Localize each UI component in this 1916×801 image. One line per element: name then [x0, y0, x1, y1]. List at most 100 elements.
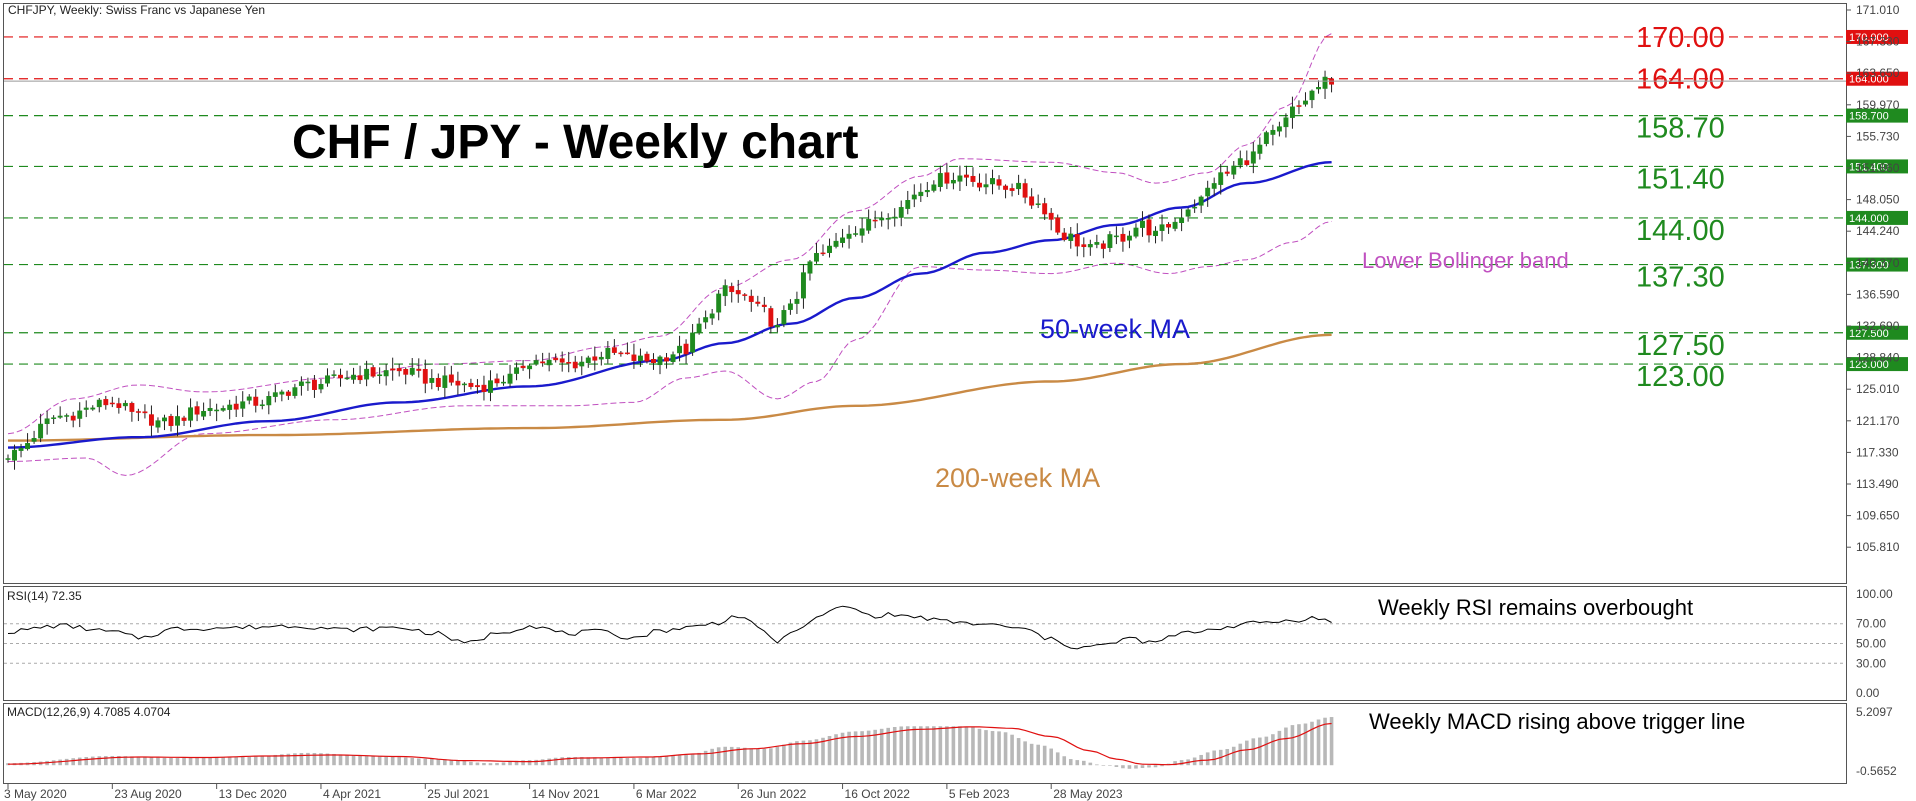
- candle-bull: [1172, 221, 1178, 229]
- candle-bear: [494, 378, 500, 384]
- rsi-tick-label: 30.00: [1856, 656, 1886, 670]
- candle-bull: [833, 240, 839, 247]
- macd-histogram-bar: [188, 757, 193, 766]
- moving-averages: [7, 161, 1332, 449]
- macd-histogram-bar: [919, 726, 923, 766]
- candle-bear: [540, 361, 546, 364]
- candle-bear: [168, 415, 174, 426]
- candle-bear: [1074, 234, 1080, 247]
- time-axis: 3 May 2020 23 Aug 2020 13 Dec 2020 4 Apr 20…: [4, 784, 1123, 801]
- macd-histogram-bar: [390, 756, 395, 766]
- candle-bull: [840, 237, 846, 243]
- macd-histogram-bar: [853, 731, 858, 766]
- candle-bear: [742, 294, 748, 296]
- macd-histogram-bar: [1042, 745, 1047, 766]
- candle-bull: [514, 367, 520, 374]
- candle-bull: [5, 458, 11, 460]
- macd-histogram-bar: [175, 758, 180, 766]
- price-tick-label: 151.860: [1856, 161, 1900, 175]
- candle-bull: [814, 253, 819, 262]
- candle-bear: [963, 174, 969, 178]
- candle-bull: [1257, 144, 1263, 154]
- candle-bull: [351, 374, 357, 380]
- candle-bull: [1276, 126, 1282, 132]
- macd-histogram-bar: [945, 726, 949, 766]
- macd-histogram-bar: [156, 757, 160, 766]
- rsi-tick-label: 100.00: [1856, 587, 1893, 601]
- candle-bear: [285, 391, 291, 396]
- macd-histogram-bar: [332, 753, 336, 766]
- macd-histogram-bar: [1303, 723, 1308, 766]
- candle-bear: [644, 353, 650, 362]
- candle-bear: [455, 380, 461, 386]
- candle-bull: [325, 375, 330, 384]
- level-label: 170.00: [1636, 22, 1725, 54]
- time-tick-label: 14 Nov 2021: [532, 787, 600, 801]
- candle-bull: [905, 200, 911, 209]
- macd-histogram-bar: [319, 753, 323, 766]
- macd-histogram-bar: [1108, 765, 1112, 766]
- candle-bull: [722, 285, 728, 297]
- macd-histogram-bar: [827, 735, 832, 766]
- candle-bull: [83, 407, 89, 410]
- level-tag: [1846, 325, 1908, 340]
- macd-histogram-bar: [280, 754, 284, 766]
- candle-bear: [761, 304, 767, 307]
- candle-bull: [51, 417, 57, 419]
- macd-histogram-bar: [932, 726, 936, 766]
- candle-bull: [1250, 151, 1256, 164]
- candle-bull: [1316, 87, 1321, 90]
- macd-histogram-bar: [1258, 737, 1262, 766]
- macd-histogram-bar: [84, 757, 89, 766]
- symbol-info: CHFJPY, Weekly: Swiss Franc vs Japanese …: [8, 3, 265, 17]
- macd-histogram-bar: [599, 757, 604, 766]
- level-tag-text: 151.400: [1849, 161, 1889, 173]
- macd-histogram-bar: [638, 757, 643, 766]
- macd-histogram-bar: [416, 758, 421, 766]
- candle-bull: [155, 420, 161, 428]
- macd-histogram-bar: [742, 747, 747, 766]
- macd-histogram-bar: [469, 761, 473, 766]
- macd-histogram-bar: [338, 754, 343, 766]
- macd-panel-frame: [3, 703, 1847, 784]
- macd-histogram-bar: [1029, 743, 1034, 766]
- candle-bull: [911, 194, 917, 200]
- price-tick-label: 144.240: [1856, 224, 1900, 238]
- macd-histogram-bar: [104, 756, 108, 766]
- candle-bear: [631, 354, 637, 361]
- level-label: 151.40: [1636, 163, 1725, 195]
- macd-histogram-bar: [240, 757, 245, 766]
- macd-histogram-bar: [475, 762, 480, 766]
- candle-bear: [559, 358, 565, 363]
- macd-signal-line: [7, 722, 1332, 766]
- candle-bull: [579, 361, 585, 367]
- macd-histogram-bar: [1016, 738, 1021, 766]
- candle-bear: [181, 417, 187, 421]
- candle-bear: [311, 379, 317, 390]
- macd-label: MACD(12,26,9) 4.7085 4.0704: [7, 705, 171, 719]
- macd-histogram-bar: [371, 755, 375, 766]
- ma200-annotation: 200-week MA: [935, 463, 1100, 493]
- macd-histogram-bar: [201, 757, 206, 766]
- macd-histogram-bar: [273, 754, 278, 766]
- candle-bull: [827, 245, 832, 253]
- level-label: 158.70: [1636, 113, 1725, 145]
- candle-bear: [1244, 160, 1250, 165]
- candle-bear: [664, 357, 669, 362]
- candle-bear: [396, 368, 402, 372]
- candle-bull: [716, 293, 722, 313]
- candle-bull: [409, 367, 415, 375]
- macd-histogram-bar: [345, 754, 349, 766]
- candle-bear: [748, 295, 754, 302]
- macd-histogram-bar: [482, 763, 486, 766]
- macd-histogram-bar: [364, 755, 369, 766]
- candle-bull: [305, 381, 311, 384]
- bollinger-upper-band: [7, 33, 1332, 435]
- macd-histogram-bar: [514, 760, 519, 766]
- macd-histogram-bar: [214, 757, 219, 766]
- candle-bull: [1198, 196, 1204, 206]
- macd-histogram-bar: [410, 757, 415, 766]
- macd-histogram-bar: [384, 756, 388, 766]
- level-label: 164.00: [1636, 64, 1725, 96]
- macd-histogram-bar: [690, 754, 695, 766]
